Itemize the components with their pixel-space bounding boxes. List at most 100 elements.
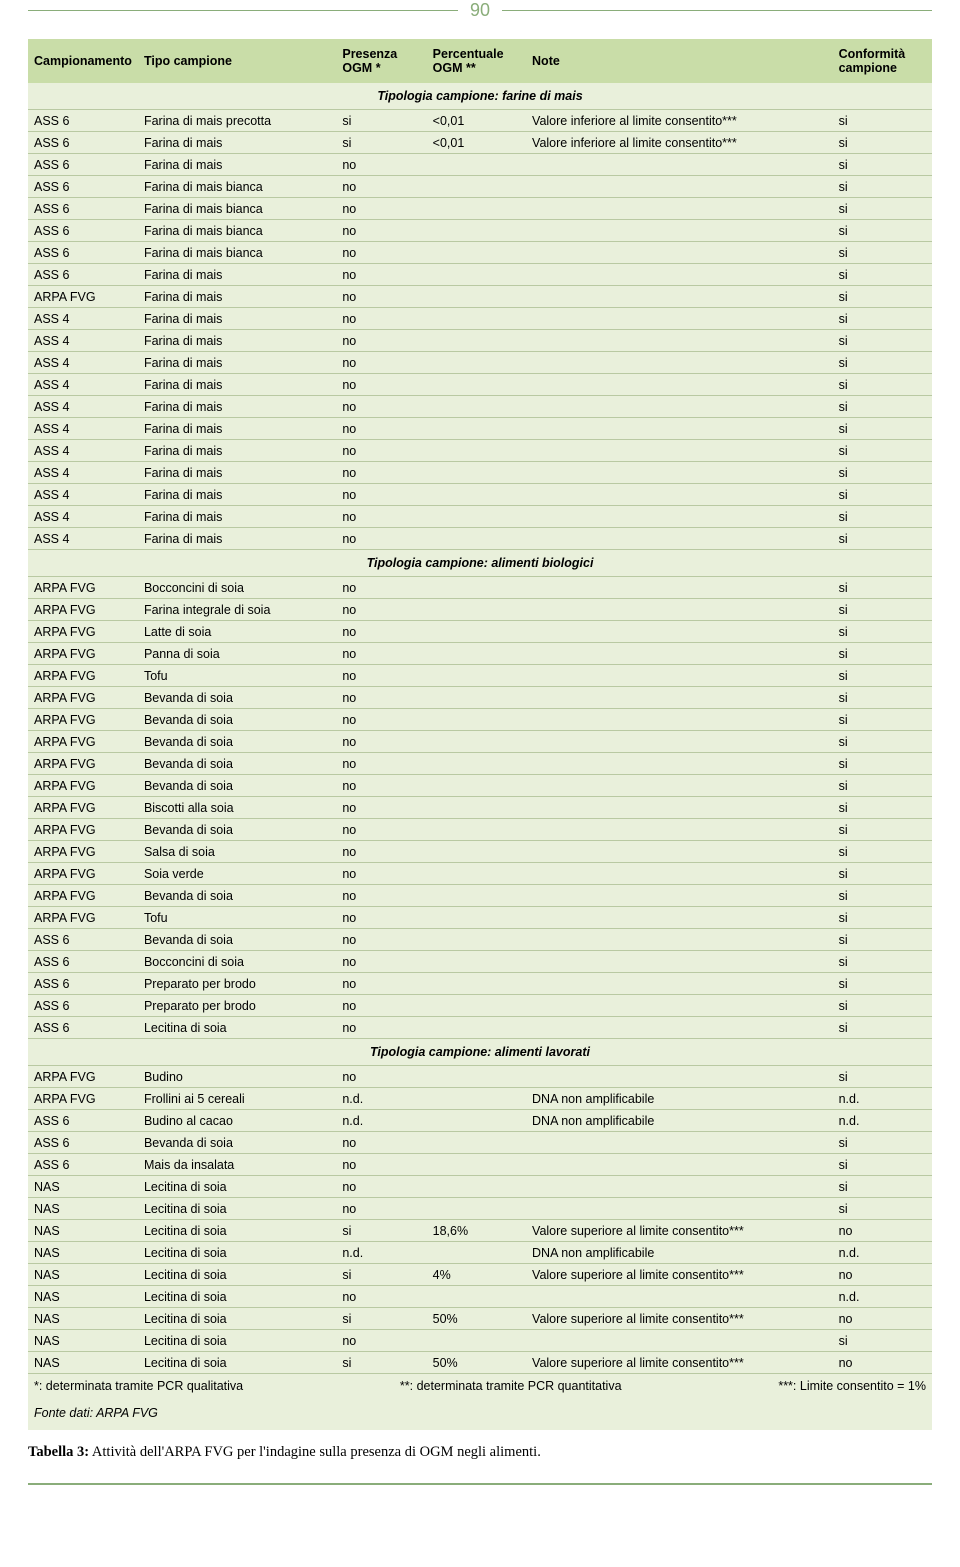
- cell-campionamento: ARPA FVG: [28, 907, 138, 929]
- cell-campionamento: ASS 4: [28, 506, 138, 528]
- cell-conformita: no: [833, 1352, 932, 1374]
- cell-conformita: si: [833, 132, 932, 154]
- cell-percentuale: [427, 775, 526, 797]
- cell-conformita: si: [833, 665, 932, 687]
- cell-tipo: Lecitina di soia: [138, 1176, 336, 1198]
- table-row: ASS 6Mais da insalatanosi: [28, 1154, 932, 1176]
- table-row: ASS 6Bocconcini di soianosi: [28, 951, 932, 973]
- cell-note: [526, 797, 833, 819]
- cell-conformita: no: [833, 1220, 932, 1242]
- cell-conformita: si: [833, 528, 932, 550]
- cell-note: [526, 841, 833, 863]
- cell-tipo: Farina di mais: [138, 374, 336, 396]
- table-row: ASS 6Farina di mais biancanosi: [28, 176, 932, 198]
- table-row: ARPA FVGBudinonosi: [28, 1066, 932, 1088]
- cell-note: Valore superiore al limite consentito***: [526, 1220, 833, 1242]
- cell-percentuale: [427, 484, 526, 506]
- cell-tipo: Farina di mais: [138, 308, 336, 330]
- bottom-rule: [28, 1483, 932, 1485]
- cell-campionamento: ASS 6: [28, 132, 138, 154]
- cell-tipo: Farina di mais: [138, 264, 336, 286]
- cell-presenza: si: [336, 1308, 426, 1330]
- cell-percentuale: [427, 753, 526, 775]
- cell-percentuale: [427, 1132, 526, 1154]
- cell-note: [526, 907, 833, 929]
- table-row: ASS 4Farina di maisnosi: [28, 308, 932, 330]
- cell-conformita: si: [833, 308, 932, 330]
- cell-percentuale: [427, 885, 526, 907]
- cell-conformita: si: [833, 506, 932, 528]
- cell-tipo: Bevanda di soia: [138, 1132, 336, 1154]
- cell-percentuale: [427, 665, 526, 687]
- cell-tipo: Bevanda di soia: [138, 687, 336, 709]
- data-source: Fonte dati: ARPA FVG: [28, 1398, 932, 1430]
- table-row: ASS 4Farina di maisnosi: [28, 528, 932, 550]
- cell-note: [526, 198, 833, 220]
- cell-presenza: no: [336, 1066, 426, 1088]
- cell-percentuale: [427, 1330, 526, 1352]
- cell-conformita: n.d.: [833, 1242, 932, 1264]
- table-row: ASS 4Farina di maisnosi: [28, 396, 932, 418]
- cell-conformita: si: [833, 907, 932, 929]
- cell-campionamento: ASS 4: [28, 374, 138, 396]
- cell-campionamento: ASS 4: [28, 418, 138, 440]
- cell-tipo: Budino al cacao: [138, 1110, 336, 1132]
- cell-tipo: Bevanda di soia: [138, 775, 336, 797]
- cell-note: [526, 621, 833, 643]
- cell-campionamento: ASS 6: [28, 242, 138, 264]
- cell-campionamento: ARPA FVG: [28, 753, 138, 775]
- caption-text: Attività dell'ARPA FVG per l'indagine su…: [89, 1444, 541, 1460]
- cell-campionamento: ASS 4: [28, 396, 138, 418]
- cell-presenza: no: [336, 220, 426, 242]
- table-row: ARPA FVGBevanda di soianosi: [28, 687, 932, 709]
- cell-campionamento: ASS 6: [28, 110, 138, 132]
- cell-note: [526, 1198, 833, 1220]
- cell-note: [526, 176, 833, 198]
- cell-percentuale: [427, 863, 526, 885]
- cell-note: DNA non amplificabile: [526, 1242, 833, 1264]
- cell-tipo: Bevanda di soia: [138, 929, 336, 951]
- table-row: ASS 6Preparato per brodonosi: [28, 973, 932, 995]
- cell-presenza: no: [336, 973, 426, 995]
- cell-conformita: no: [833, 1308, 932, 1330]
- cell-campionamento: ASS 4: [28, 484, 138, 506]
- cell-campionamento: ARPA FVG: [28, 797, 138, 819]
- cell-presenza: si: [336, 110, 426, 132]
- cell-tipo: Preparato per brodo: [138, 995, 336, 1017]
- cell-note: [526, 665, 833, 687]
- cell-campionamento: NAS: [28, 1198, 138, 1220]
- cell-presenza: no: [336, 1286, 426, 1308]
- cell-presenza: no: [336, 665, 426, 687]
- cell-percentuale: [427, 1110, 526, 1132]
- cell-note: DNA non amplificabile: [526, 1088, 833, 1110]
- table-row: ARPA FVGLatte di soianosi: [28, 621, 932, 643]
- cell-percentuale: [427, 1154, 526, 1176]
- cell-presenza: n.d.: [336, 1110, 426, 1132]
- cell-percentuale: [427, 176, 526, 198]
- cell-tipo: Farina di mais: [138, 330, 336, 352]
- cell-conformita: no: [833, 1264, 932, 1286]
- cell-percentuale: [427, 264, 526, 286]
- cell-note: [526, 775, 833, 797]
- table-row: ARPA FVGBevanda di soianosi: [28, 709, 932, 731]
- cell-tipo: Lecitina di soia: [138, 1352, 336, 1374]
- cell-conformita: si: [833, 1017, 932, 1039]
- cell-presenza: no: [336, 643, 426, 665]
- cell-campionamento: NAS: [28, 1308, 138, 1330]
- cell-presenza: no: [336, 1132, 426, 1154]
- table-row: ASS 6Farina di mais biancanosi: [28, 242, 932, 264]
- table-row: ASS 6Farina di maisnosi: [28, 154, 932, 176]
- table-row: ASS 6Lecitina di soianosi: [28, 1017, 932, 1039]
- cell-note: [526, 863, 833, 885]
- cell-campionamento: ARPA FVG: [28, 621, 138, 643]
- cell-presenza: no: [336, 484, 426, 506]
- cell-presenza: no: [336, 599, 426, 621]
- cell-conformita: si: [833, 643, 932, 665]
- cell-conformita: si: [833, 242, 932, 264]
- table-row: ASS 4Farina di maisnosi: [28, 330, 932, 352]
- col-header-presenza: Presenza OGM *: [336, 39, 426, 83]
- cell-tipo: Farina di mais bianca: [138, 242, 336, 264]
- rule-line-right: [502, 10, 932, 11]
- table-row: ARPA FVGSalsa di soianosi: [28, 841, 932, 863]
- cell-note: [526, 396, 833, 418]
